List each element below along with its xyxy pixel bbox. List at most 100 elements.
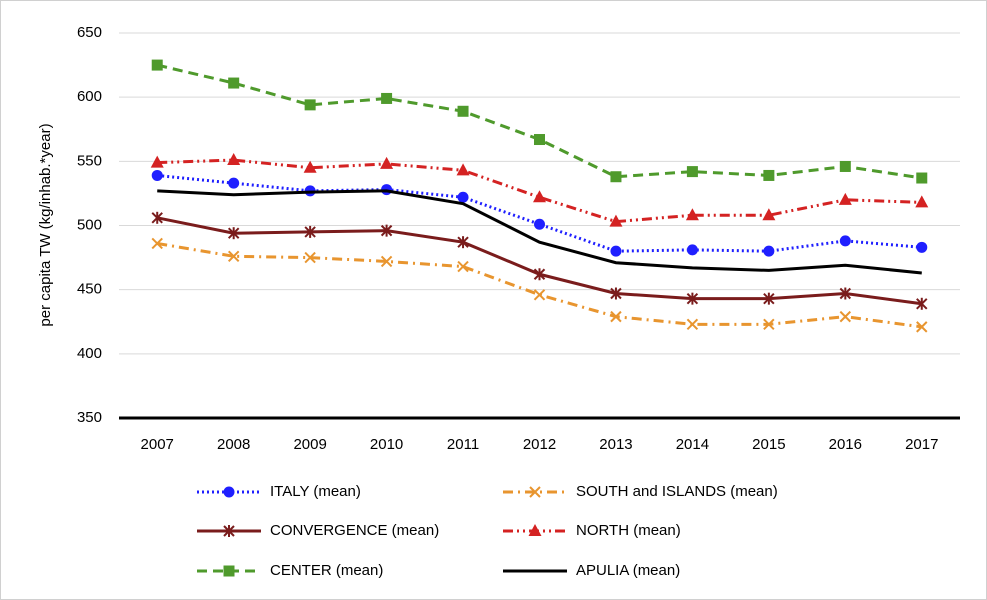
- marker-shape: [223, 486, 235, 498]
- marker: [228, 177, 240, 189]
- marker: [916, 297, 928, 310]
- marker: [839, 310, 852, 323]
- x-tick-label: 2008: [217, 436, 250, 453]
- marker: [457, 260, 469, 273]
- marker: [534, 218, 545, 230]
- marker-shape: [304, 99, 316, 111]
- x-tick-label: 2011: [447, 436, 479, 453]
- marker-shape: [228, 177, 240, 189]
- marker-shape: [686, 166, 698, 178]
- legend-marker: [528, 524, 542, 536]
- x-tick-label: 2010: [370, 436, 403, 453]
- marker: [457, 191, 469, 203]
- marker-shape: [381, 92, 393, 104]
- marker: [686, 166, 698, 178]
- marker: [227, 227, 240, 240]
- marker: [916, 241, 928, 253]
- legend-label: CONVERGENCE (mean): [270, 522, 439, 539]
- marker-shape: [686, 244, 698, 256]
- marker-shape: [839, 235, 851, 247]
- marker-shape: [916, 321, 928, 333]
- marker: [610, 310, 622, 323]
- legend-label: APULIA (mean): [576, 562, 680, 579]
- y-tick-label: 500: [77, 216, 102, 233]
- marker-shape: [529, 486, 541, 498]
- marker-shape: [303, 160, 317, 173]
- x-tick-label: 2013: [599, 436, 632, 453]
- marker: [380, 224, 393, 237]
- marker-shape: [762, 208, 776, 221]
- marker-shape: [457, 191, 469, 203]
- marker: [456, 163, 470, 176]
- marker-shape: [304, 251, 316, 264]
- marker: [381, 92, 393, 104]
- series-line: [157, 189, 922, 275]
- marker: [763, 292, 775, 305]
- legend-label: SOUTH and ISLANDS (mean): [576, 483, 778, 500]
- marker-shape: [457, 105, 469, 117]
- marker-shape: [763, 169, 775, 181]
- marker: [533, 289, 546, 301]
- marker-shape: [915, 195, 929, 208]
- marker: [610, 245, 622, 257]
- marker: [609, 214, 623, 227]
- y-axis-label: per capita TW (kg/inhab.*year): [37, 123, 54, 326]
- legend-marker: [529, 486, 541, 498]
- marker-shape: [534, 218, 545, 230]
- legend-item: NORTH (mean): [503, 522, 681, 539]
- marker: [686, 318, 699, 331]
- marker-shape: [686, 318, 699, 331]
- x-tick-label: 2014: [676, 436, 709, 453]
- y-tick-label: 550: [77, 152, 102, 169]
- marker: [151, 59, 163, 71]
- y-tick-label: 350: [77, 409, 102, 426]
- y-tick-label: 650: [77, 24, 102, 41]
- marker: [763, 245, 775, 257]
- marker: [762, 208, 776, 221]
- marker: [227, 250, 240, 263]
- y-tick-label: 600: [77, 88, 102, 105]
- marker: [686, 244, 698, 256]
- marker: [457, 105, 469, 117]
- marker-shape: [151, 59, 163, 71]
- x-tick-label: 2007: [141, 436, 174, 453]
- marker: [304, 225, 316, 238]
- marker: [916, 172, 928, 184]
- marker: [380, 156, 394, 169]
- marker: [533, 190, 546, 203]
- marker-shape: [151, 237, 163, 250]
- marker-shape: [457, 260, 469, 273]
- legend-label: NORTH (mean): [576, 522, 681, 539]
- y-tick-label: 400: [77, 345, 102, 362]
- marker-shape: [228, 77, 240, 89]
- legend-item: CONVERGENCE (mean): [197, 522, 439, 539]
- marker: [685, 208, 699, 221]
- marker: [839, 160, 851, 172]
- marker-shape: [610, 245, 622, 257]
- marker: [763, 318, 775, 331]
- marker-shape: [610, 310, 622, 323]
- marker: [686, 292, 699, 305]
- legend-item: APULIA (mean): [503, 562, 680, 579]
- marker-shape: [916, 241, 928, 253]
- x-tick-label: 2017: [905, 436, 938, 453]
- marker-shape: [380, 255, 393, 268]
- x-tick-label: 2012: [523, 436, 556, 453]
- marker-shape: [227, 153, 241, 166]
- x-tick-label: 2015: [752, 436, 785, 453]
- series-line: [156, 241, 922, 329]
- marker-shape: [839, 160, 851, 172]
- legend-item: SOUTH and ISLANDS (mean): [503, 483, 778, 500]
- marker: [838, 192, 852, 205]
- x-tick-label: 2009: [293, 436, 326, 453]
- marker-shape: [151, 169, 163, 181]
- marker-shape: [223, 565, 235, 577]
- marker-shape: [685, 208, 699, 221]
- legend-item: ITALY (mean): [197, 483, 361, 500]
- marker-shape: [609, 214, 623, 227]
- marker-shape: [534, 134, 545, 146]
- marker-shape: [533, 190, 546, 203]
- legend-marker: [223, 565, 235, 577]
- legend-label: ITALY (mean): [270, 483, 361, 500]
